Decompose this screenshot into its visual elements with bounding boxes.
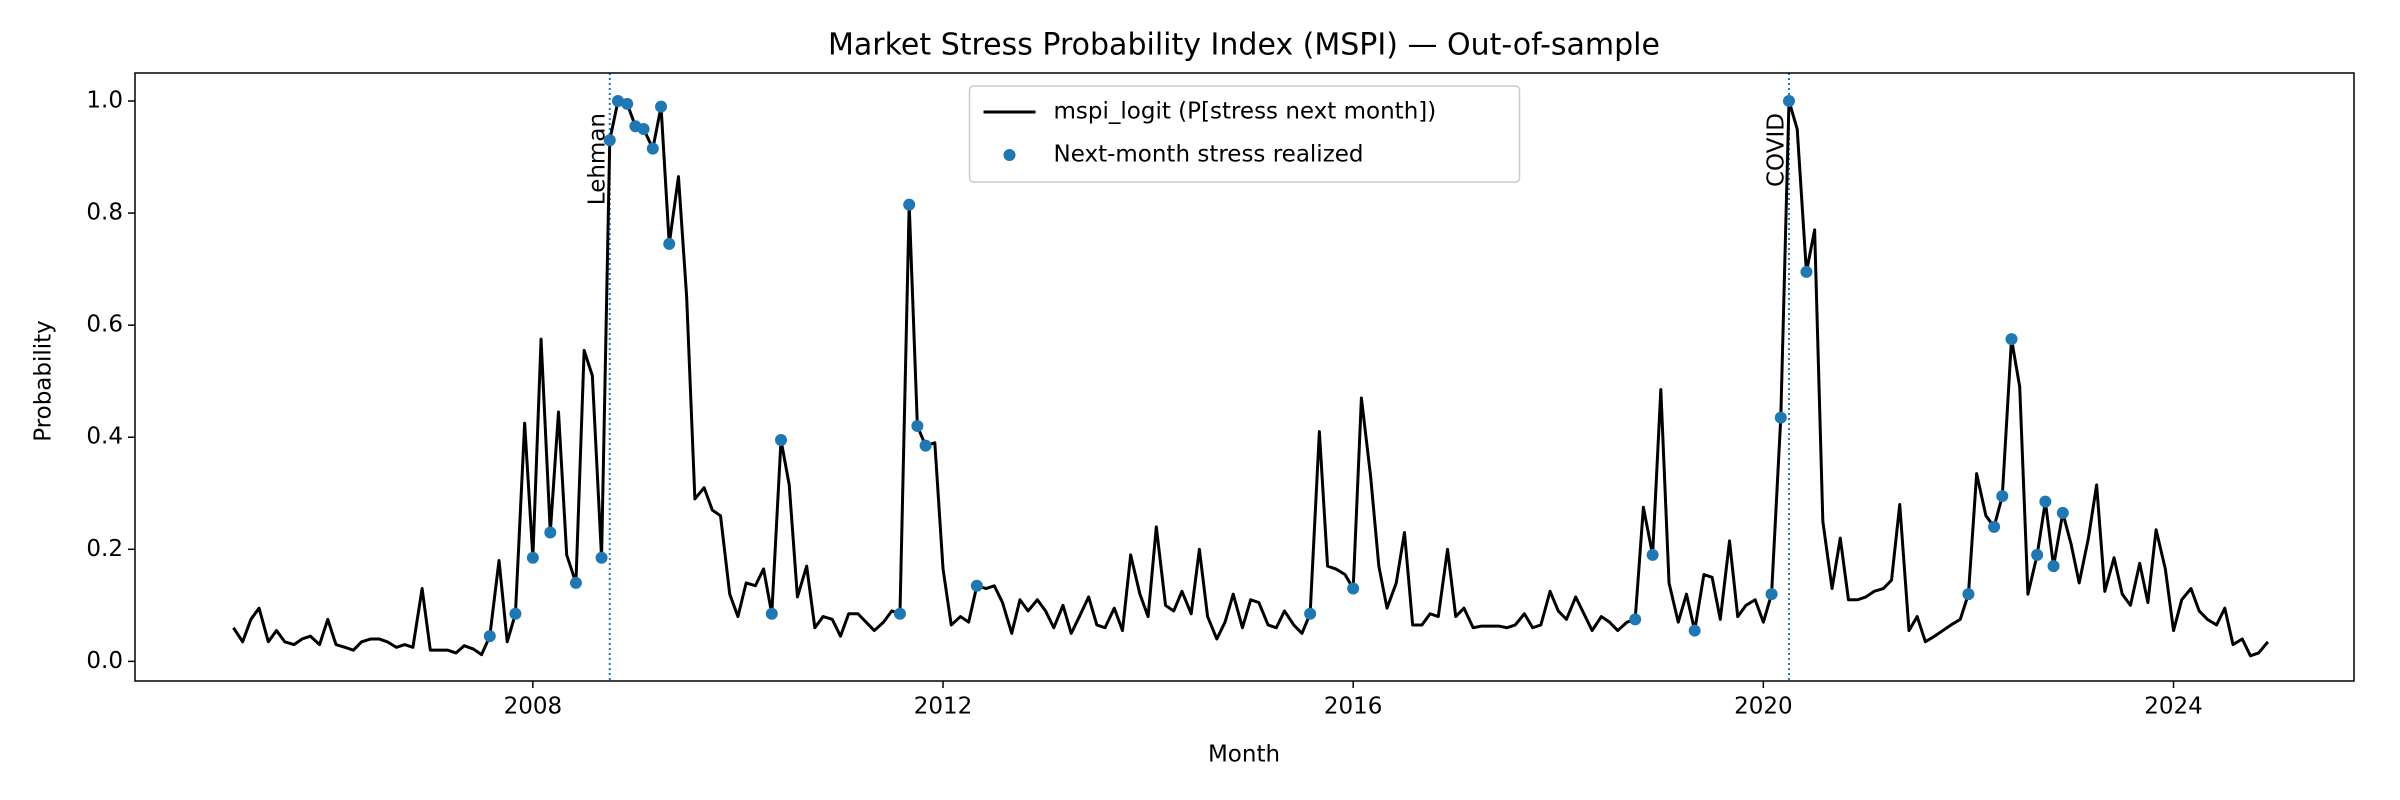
- scatter-point: [1347, 582, 1360, 595]
- y-axis-label: Probability: [31, 320, 57, 442]
- legend-marker: [1003, 149, 1016, 161]
- scatter-point: [646, 142, 659, 155]
- y-tick-label: 0.2: [86, 536, 123, 562]
- x-tick-label: 2024: [2144, 694, 2203, 720]
- scatter-point: [1996, 490, 2009, 503]
- legend-label: mspi_logit (P[stress next month]): [1054, 99, 1437, 125]
- chart-title: Market Stress Probability Index (MSPI) —…: [828, 28, 1660, 63]
- y-tick-label: 0.4: [86, 424, 123, 450]
- x-axis-label: Month: [1208, 742, 1280, 768]
- scatter-point: [509, 607, 522, 620]
- plot-frame: [134, 72, 2355, 682]
- scatter-point: [1782, 95, 1795, 108]
- event-label: COVID: [1763, 113, 1789, 187]
- y-tick-label: 0.0: [86, 648, 123, 674]
- event-label: Lehman: [584, 113, 610, 205]
- y-tick-label: 1.0: [86, 88, 123, 114]
- scatter-point: [1962, 588, 1975, 601]
- scatter-point: [893, 607, 906, 620]
- scatter-point: [1774, 411, 1787, 424]
- scatter-point: [611, 95, 624, 108]
- x-tick-label: 2008: [504, 694, 563, 720]
- x-tick-label: 2012: [914, 694, 973, 720]
- scatter-point: [2031, 548, 2044, 561]
- scatter-point: [1765, 588, 1778, 601]
- scatter-point: [621, 97, 634, 110]
- scatter-point: [970, 579, 983, 592]
- scatter-point: [911, 420, 924, 433]
- scatter-point: [1629, 613, 1642, 626]
- scatter-point: [2047, 560, 2060, 573]
- x-tick-label: 2020: [1734, 694, 1793, 720]
- scatter-point: [775, 434, 788, 447]
- scatter-point: [2039, 495, 2052, 508]
- scatter-point: [526, 551, 539, 564]
- scatter-point: [1800, 265, 1813, 278]
- scatter-point: [544, 526, 557, 539]
- legend-box: [968, 85, 1521, 183]
- scatter-point: [2056, 506, 2069, 519]
- scatter-point: [1988, 520, 2001, 533]
- y-tick-label: 0.6: [86, 312, 123, 338]
- legend: mspi_logit (P[stress next month]) Next-mo…: [968, 85, 1521, 183]
- scatter-point: [1688, 624, 1701, 637]
- legend-label: Next-month stress realized: [1054, 142, 1364, 168]
- y-tick-label: 0.8: [86, 200, 123, 226]
- scatter-point: [569, 576, 582, 589]
- scatter-point: [655, 100, 668, 113]
- scatter-point: [595, 551, 608, 564]
- series-line: [232, 99, 2270, 658]
- scatter-point: [1304, 607, 1317, 620]
- scatter-point: [919, 439, 932, 452]
- scatter-point: [637, 123, 650, 136]
- scatter-point: [483, 630, 496, 643]
- scatter-point: [765, 607, 778, 620]
- scatter-point: [603, 134, 616, 147]
- x-tick-label: 2016: [1324, 694, 1383, 720]
- scatter-point: [2005, 333, 2018, 346]
- scatter-point: [903, 198, 916, 211]
- scatter-point: [1646, 548, 1659, 561]
- scatter-point: [663, 237, 676, 250]
